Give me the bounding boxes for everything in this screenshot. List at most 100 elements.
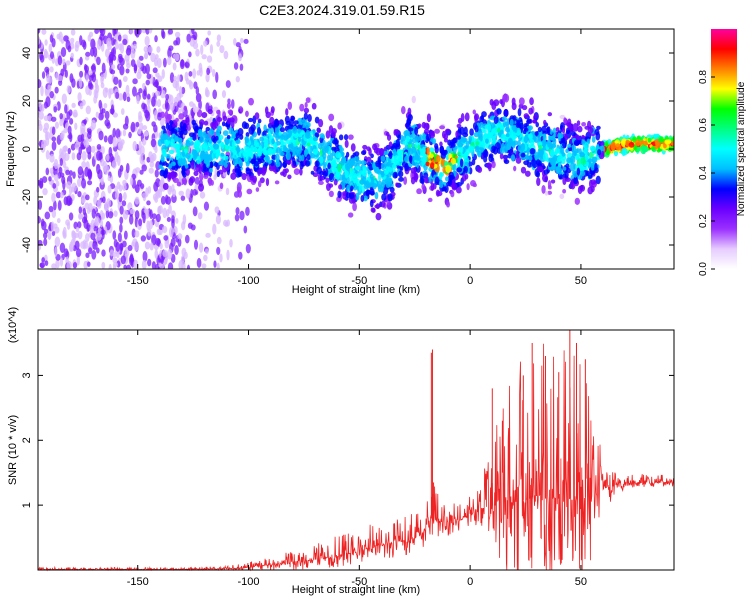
spectrogram-cell [477, 166, 483, 173]
spectrogram-cell [547, 190, 553, 195]
spectrogram-cell [88, 89, 92, 96]
spectrogram-cell [398, 155, 403, 163]
spectrogram-cell [100, 74, 104, 85]
spectrogram-cell [77, 191, 82, 198]
spectrogram-cell [41, 257, 45, 263]
spectrogram-cell [169, 171, 176, 177]
spectrogram-cell [543, 169, 549, 175]
spectrogram-cell [455, 130, 459, 138]
spectrogram-cell [114, 190, 120, 200]
spectrogram-cell [169, 72, 175, 84]
spectrogram-cell [287, 174, 292, 180]
spectrogram-cell [542, 174, 548, 183]
spectrogram-cell [398, 176, 404, 182]
spectrogram-cell [482, 149, 489, 158]
spectrogram-cell [559, 174, 564, 180]
spectrogram-cell [113, 210, 118, 218]
spectrogram-cell [499, 152, 504, 160]
spectrogram-cell [205, 72, 210, 83]
spectrogram-cell [229, 238, 233, 248]
spectrogram-cell [622, 148, 628, 156]
spectrogram-cell [184, 234, 190, 244]
spectrogram-cell [139, 145, 145, 156]
spectrogram-cell [71, 102, 76, 108]
spectrogram-cell [326, 182, 331, 192]
spectrogram-cell [381, 193, 387, 201]
spectrogram-cell [474, 145, 480, 153]
spectrogram-cell [230, 120, 235, 129]
spectrogram-cell [534, 131, 539, 136]
spectrogram-cell [196, 139, 201, 147]
spectrogram-cell [167, 113, 172, 121]
spectrogram-cell [191, 29, 195, 35]
spectrogram-cell [248, 126, 255, 135]
spectrogram-cell [297, 128, 301, 134]
spectrogram-cell [275, 153, 280, 163]
spectrogram-cell [65, 39, 71, 51]
spectrogram-cell [511, 131, 517, 139]
spectrogram-cell [201, 54, 207, 60]
spectrogram-cell [59, 242, 66, 253]
spectrogram-cell [118, 79, 122, 89]
spectrogram-cell [241, 173, 247, 181]
spectrogram-cell [90, 219, 96, 229]
spectrogram-cell [231, 130, 236, 139]
spectrogram-cell [259, 136, 264, 142]
spectrogram-cell [41, 176, 48, 184]
spectrogram-cell [434, 128, 440, 134]
spectrogram-cell [552, 137, 557, 146]
spectrogram-cell [188, 177, 194, 186]
spectrogram-cell [524, 170, 531, 177]
spectrogram-cell [491, 138, 497, 145]
spectrogram-cell [485, 138, 489, 144]
spectrogram-cell [135, 121, 140, 128]
spectrogram-cell [297, 146, 302, 155]
spectrogram-cell [429, 162, 435, 170]
spectrogram-cell [59, 118, 64, 127]
spectrogram-cell [350, 169, 355, 174]
spectrogram-cell [579, 152, 586, 158]
spectrogram-cell [212, 89, 218, 100]
spectrogram-cell [477, 130, 483, 138]
spectrogram-cell [96, 143, 102, 150]
spectrogram-cell [163, 235, 169, 241]
spectrogram-cell [541, 184, 546, 194]
spectrogram-cell [628, 141, 635, 148]
spectrogram-cell [337, 163, 342, 173]
spectrogram-cell [423, 128, 430, 135]
spectrogram-cell [158, 205, 163, 215]
spectrogram-cell [125, 84, 130, 96]
spectrogram-cell [344, 169, 349, 179]
spectrogram-cell [546, 139, 551, 148]
spectrogram-cell [180, 195, 186, 201]
spectrogram-cell [155, 90, 161, 97]
spectrogram-cell [307, 114, 312, 123]
spectrogram-cell [116, 136, 122, 147]
spectrogram-cell [97, 169, 103, 180]
spectrogram-cell [372, 143, 378, 151]
spectrogram-cell [131, 173, 137, 180]
spectrogram-cell [49, 90, 55, 99]
spectrogram-cell [190, 161, 195, 170]
spectrogram-cell [138, 218, 143, 227]
spectrogram-cell [407, 127, 414, 132]
spectrogram-cell [85, 194, 90, 201]
spectrogram-cell [235, 76, 240, 83]
spectrogram-cell [49, 153, 55, 163]
snr-x-tick-label: -100 [238, 576, 260, 588]
spectrogram-cell [225, 80, 231, 88]
spectrogram-cell [468, 145, 474, 153]
spectrogram-cell [664, 139, 670, 145]
spectrogram-cell [257, 180, 262, 188]
spectrogram-cell [101, 249, 106, 257]
spectrogram-cell [423, 172, 429, 179]
spectrogram-cell [170, 237, 176, 247]
spectrogram-panel: -150 -100 -50 0 50 -40 -20 0 20 40 Height of str… [5, 28, 675, 296]
spectrogram-cell [83, 141, 90, 148]
spectrogram-cell [176, 181, 182, 187]
spectrogram-cell [85, 252, 90, 259]
spectrogram-cell [101, 62, 106, 74]
spectrogram-cell [76, 152, 82, 161]
spectrogram-cell [192, 188, 198, 196]
spectrogram-cell [117, 34, 122, 42]
